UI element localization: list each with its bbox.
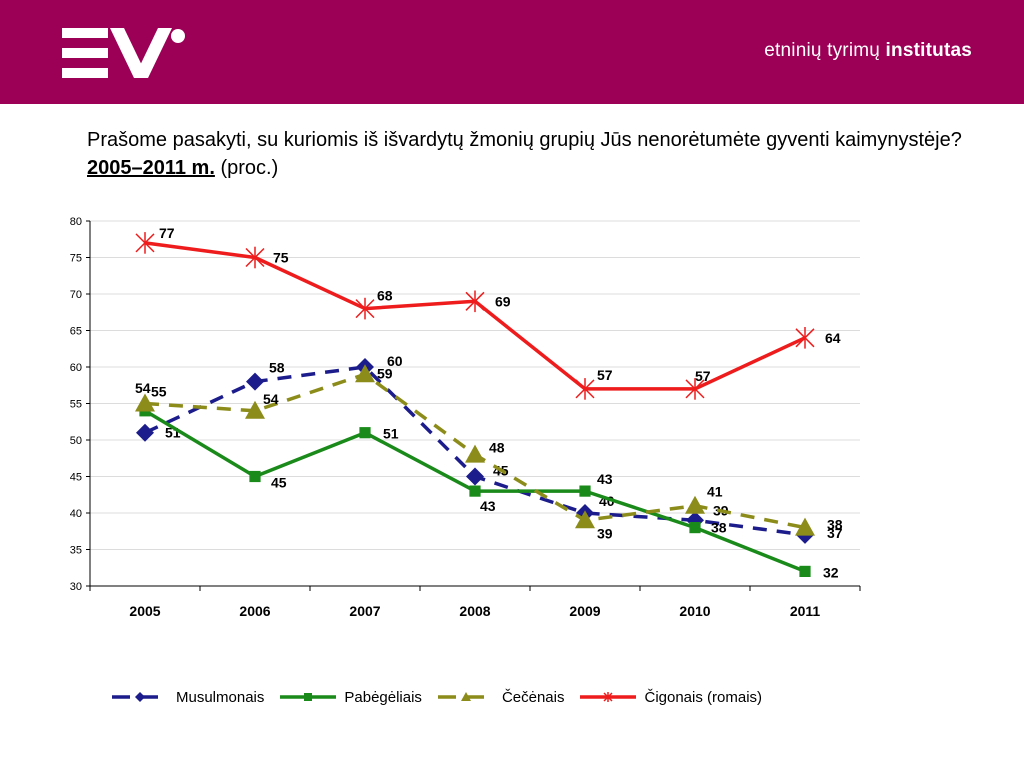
legend-swatch xyxy=(112,692,168,702)
data-point-square xyxy=(249,470,261,483)
data-point-diamond xyxy=(136,423,154,442)
data-point-star xyxy=(355,297,375,320)
y-tick-label: 30 xyxy=(70,581,82,593)
data-label: 43 xyxy=(480,498,496,514)
legend-marker xyxy=(135,692,145,702)
legend-swatch xyxy=(280,693,337,701)
data-label: 69 xyxy=(495,293,511,309)
brand-bold: institutas xyxy=(885,40,972,61)
legend-item: Čigonais (romais) xyxy=(578,689,762,706)
data-point-star xyxy=(465,290,485,313)
data-label: 39 xyxy=(597,525,613,541)
data-label: 38 xyxy=(711,520,727,536)
question-years: 2005–2011 m. xyxy=(87,157,215,179)
data-label: 68 xyxy=(377,288,393,304)
data-label: 48 xyxy=(489,440,505,456)
legend-marker xyxy=(603,692,614,702)
data-label: 64 xyxy=(825,330,841,346)
data-label: 60 xyxy=(387,353,403,369)
data-label: 45 xyxy=(271,475,287,491)
y-tick-label: 60 xyxy=(70,362,82,374)
data-label: 41 xyxy=(707,484,723,500)
data-point-star xyxy=(795,327,815,349)
legend-swatch xyxy=(437,692,494,701)
data-point-triangle xyxy=(245,400,265,419)
legend-item: Čečėnais xyxy=(436,688,565,706)
survey-question: Prašome pasakyti, su kuriomis iš išvardy… xyxy=(87,126,987,182)
y-tick-label: 80 xyxy=(70,216,82,228)
data-point-triangle xyxy=(795,517,815,536)
data-label: 75 xyxy=(273,250,289,266)
y-tick-label: 75 xyxy=(70,253,82,265)
data-point-star xyxy=(575,378,595,400)
data-point-triangle xyxy=(575,510,595,529)
data-point-triangle xyxy=(685,495,705,514)
data-label: 51 xyxy=(383,426,399,442)
brand-name: etninių tyrimų institutas xyxy=(764,40,972,62)
x-tick-label: 2010 xyxy=(679,603,710,619)
line-chart: 30 35 40 45 50 55 60 65 70 75 80 2005 2006 2007 2008 20… xyxy=(70,216,861,619)
legend-label: Čečėnais xyxy=(501,688,565,706)
data-point-square xyxy=(469,485,481,497)
data-point-star xyxy=(245,246,265,269)
data-label: 43 xyxy=(597,471,613,487)
data-point-star xyxy=(685,378,705,400)
x-tick-label: 2006 xyxy=(239,603,270,619)
header-banner: etninių tyrimų institutas xyxy=(0,0,1024,104)
data-label: 54 xyxy=(135,380,151,396)
y-tick-label: 70 xyxy=(70,289,82,301)
data-label: 38 xyxy=(827,517,843,533)
data-label: 58 xyxy=(269,360,285,376)
y-tick-label: 55 xyxy=(70,399,82,411)
y-tick-label: 50 xyxy=(70,435,82,447)
data-label: 59 xyxy=(377,365,393,381)
question-suffix: (proc.) xyxy=(214,157,279,179)
x-tick-label: 2007 xyxy=(349,603,380,619)
data-label: 57 xyxy=(695,368,711,384)
data-point-triangle xyxy=(355,364,375,383)
y-tick-label: 65 xyxy=(70,326,82,338)
data-label: 32 xyxy=(823,564,839,580)
x-tick-label: 2009 xyxy=(569,603,600,619)
legend-marker xyxy=(460,692,471,701)
y-tick-label: 45 xyxy=(70,472,82,484)
data-point-square xyxy=(579,485,591,497)
data-label: 54 xyxy=(263,391,279,407)
y-tick-label: 35 xyxy=(70,545,82,557)
legend-item: Pabėgėliais xyxy=(278,689,422,706)
x-tick-label: 2005 xyxy=(129,603,160,619)
data-label: 77 xyxy=(159,225,175,241)
x-tick-label: 2008 xyxy=(459,603,490,619)
data-point-square xyxy=(689,522,701,534)
y-tick-label: 40 xyxy=(70,508,82,520)
legend-swatch xyxy=(580,692,637,702)
question-text: Prašome pasakyti, su kuriomis iš išvardy… xyxy=(87,129,962,151)
chart-legend: Musulmonais Pabėgėliais Čečėnais Čigonais (… xyxy=(110,683,776,711)
data-point-star xyxy=(135,232,155,254)
data-point-square xyxy=(359,427,371,439)
x-tick-label: 2011 xyxy=(790,603,821,619)
legend-label: Čigonais (romais) xyxy=(644,688,763,706)
data-label: 37 xyxy=(827,525,843,541)
legend-marker xyxy=(304,693,313,701)
ei-logo-icon xyxy=(62,28,185,78)
data-point-triangle xyxy=(465,444,485,463)
data-point-diamond xyxy=(466,467,484,486)
data-point-triangle xyxy=(135,393,155,412)
data-point-square xyxy=(799,565,811,577)
legend-item: Musulmonais xyxy=(110,689,264,706)
brand-regular: etninių tyrimų xyxy=(764,40,886,61)
data-label: 55 xyxy=(151,384,167,400)
legend-label: Pabėgėliais xyxy=(344,688,422,706)
data-label: 57 xyxy=(597,367,613,383)
legend-label: Musulmonais xyxy=(176,688,265,706)
data-point-diamond xyxy=(246,372,264,391)
